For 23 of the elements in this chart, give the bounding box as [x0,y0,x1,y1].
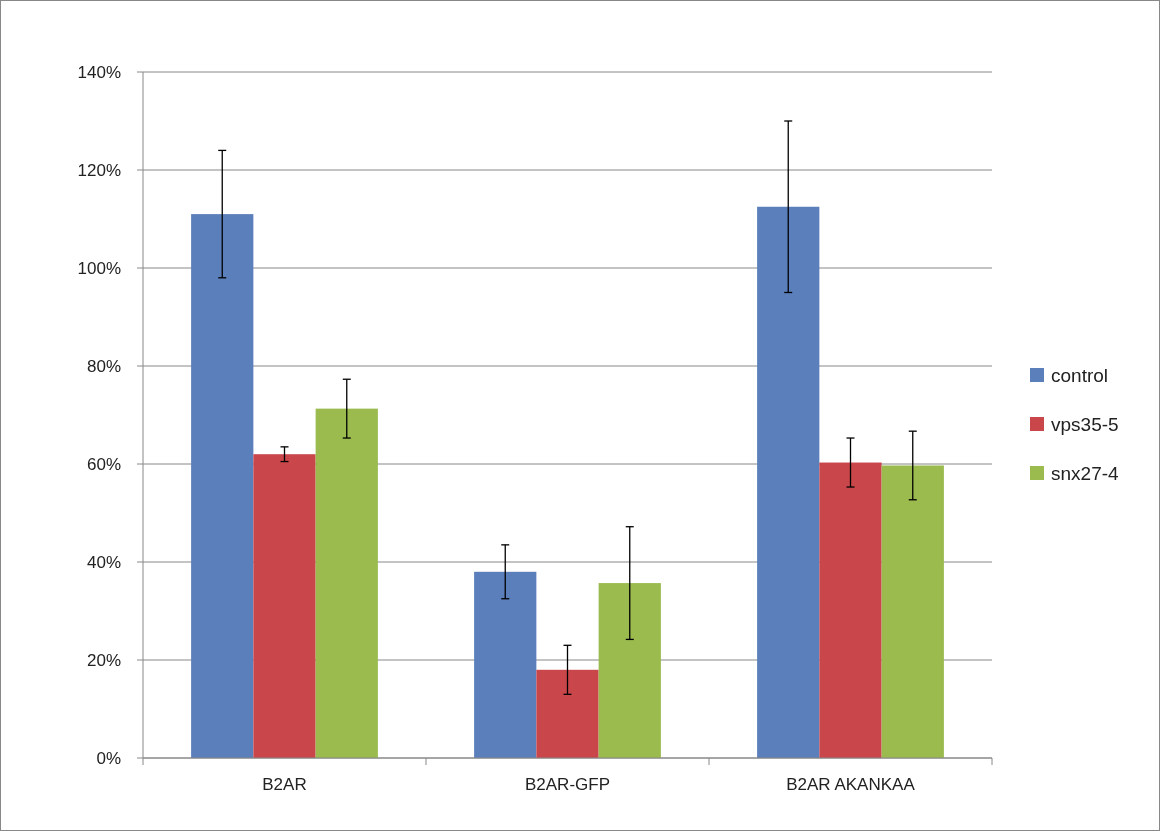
bar [536,669,599,758]
y-tick-label: 80% [86,356,121,376]
y-tick-label: 140% [77,62,121,82]
bar [191,214,254,758]
y-tick-label: 100% [77,258,121,278]
y-tick-label: 120% [77,160,121,180]
x-tick-label: B2AR-GFP [524,775,611,794]
legend-label: control [1051,364,1109,386]
legend-label: vps35-5 [1051,413,1119,435]
x-tick-label: B2AR AKANKAA [786,775,916,794]
bar [881,465,944,758]
bar [253,454,316,758]
bar [819,462,882,758]
x-tick-label: B2AR [262,775,307,794]
legend-label: snx27-4 [1051,462,1120,484]
bar [474,571,537,758]
bar [315,408,378,758]
y-tick-label: 40% [86,552,121,572]
y-tick-label: 0% [96,748,121,768]
y-tick-label: 20% [86,650,121,670]
y-tick-label: 60% [86,454,121,474]
bar [598,583,661,758]
bar [757,206,820,758]
